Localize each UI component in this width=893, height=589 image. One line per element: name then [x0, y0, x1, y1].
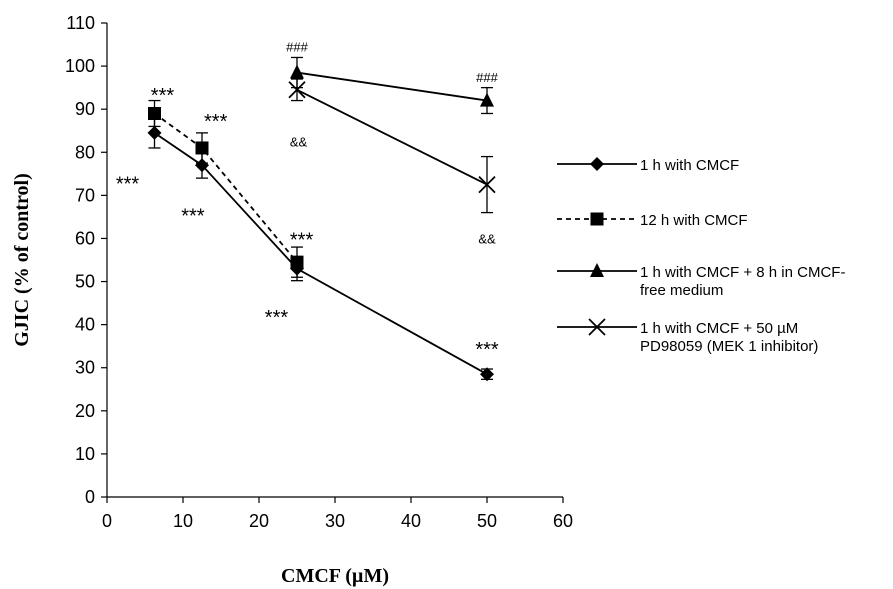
data-point-triangle	[480, 92, 494, 107]
significance-annotation: ***	[181, 206, 205, 228]
y-tick-label: 110	[66, 13, 95, 33]
x-tick-label: 20	[249, 511, 269, 531]
series-line	[153, 132, 488, 375]
data-point-square	[148, 106, 161, 120]
significance-annotation: ***	[116, 173, 140, 195]
significance-annotation: ***	[151, 85, 175, 107]
legend-marker-square	[590, 212, 604, 226]
legend-marker-triangle	[590, 263, 604, 277]
series-diamond	[147, 117, 494, 382]
legend-label: 1 h with CMCF	[640, 157, 739, 174]
y-tick-label: 80	[75, 142, 95, 162]
series-line	[153, 112, 298, 263]
legend-label: 1 h with CMCF + 50 µM	[640, 320, 798, 337]
legend: 1 h with CMCF 12 h with CMCF 1 h with CMCF…	[557, 157, 845, 355]
series-triangle	[290, 56, 494, 115]
significance-annotation: &&	[290, 135, 308, 150]
x-marker-stroke	[478, 175, 496, 194]
significance-annotation: ***	[290, 229, 314, 251]
y-tick-label: 100	[65, 56, 95, 76]
x-tick-label: 40	[401, 511, 421, 531]
data-point-triangle	[290, 64, 304, 79]
data-point-x	[288, 81, 306, 99]
legend-label: 1 h with CMCF + 8 h in CMCF-	[640, 264, 845, 281]
legend-label: free medium	[640, 282, 723, 299]
y-tick-label: 40	[75, 315, 95, 335]
x-tick-label: 50	[477, 511, 497, 531]
legend-label: PD98059 (MEK 1 inhibitor)	[640, 338, 818, 355]
x-marker-stroke	[588, 318, 606, 336]
y-tick-label: 0	[85, 487, 95, 507]
data-point-diamond	[480, 367, 494, 382]
significance-annotation: ###	[286, 40, 308, 55]
legend-item: 1 h with CMCF	[557, 157, 739, 174]
data-point-x	[478, 175, 496, 194]
series-x	[288, 78, 496, 214]
y-tick-label: 90	[75, 99, 95, 119]
x-tick-label: 10	[173, 511, 193, 531]
y-tick-label: 50	[75, 272, 95, 292]
annotations-layer: *** *** *** *** *** *** *** ### ### && &&	[116, 40, 499, 361]
y-tick-label: 10	[75, 444, 95, 464]
x-marker-stroke	[288, 81, 306, 99]
significance-annotation: ***	[265, 307, 289, 329]
legend-label: 12 h with CMCF	[640, 212, 748, 229]
legend-marker-diamond	[590, 157, 604, 171]
significance-annotation: &&	[478, 231, 496, 246]
data-point-square	[195, 141, 209, 155]
axes: 0 10 20 30 40 50 60 0 10 20 30 40 50 60 70 80 90 100 110	[65, 13, 573, 531]
series-line	[296, 71, 488, 102]
x-tick-label: 30	[325, 511, 345, 531]
legend-item: 1 h with CMCF + 8 h in CMCF-free medium	[557, 263, 845, 299]
legend-marker-x	[588, 318, 606, 336]
significance-annotation: ***	[204, 111, 228, 133]
series-layer	[147, 56, 496, 382]
significance-annotation: ###	[476, 70, 498, 85]
x-tick-label: 60	[553, 511, 573, 531]
series-square	[148, 99, 304, 278]
data-point-diamond	[195, 158, 209, 173]
y-tick-label: 70	[75, 185, 95, 205]
y-tick-label: 20	[75, 401, 95, 421]
data-point-diamond	[147, 125, 162, 140]
y-tick-label: 60	[75, 228, 95, 248]
data-point-square	[290, 255, 304, 269]
legend-item: 12 h with CMCF	[557, 212, 748, 229]
significance-annotation: ***	[475, 339, 499, 361]
x-axis-title: CMCF (µM)	[281, 565, 389, 587]
y-tick-label: 30	[75, 358, 95, 378]
series-line	[296, 88, 488, 186]
y-axis-title: GJIC (% of control)	[11, 173, 33, 347]
x-tick-label: 0	[102, 511, 112, 531]
